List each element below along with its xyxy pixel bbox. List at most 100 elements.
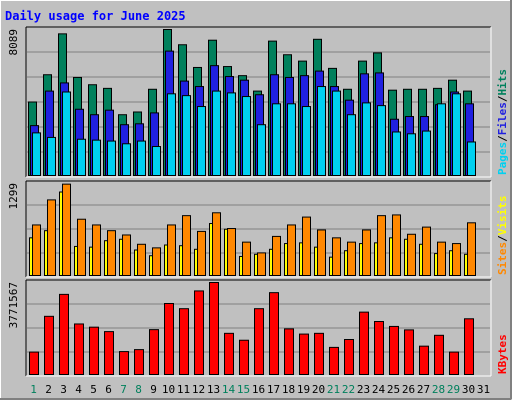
legend-sites: Sites (496, 242, 509, 275)
bar-sites-day-7 (122, 234, 131, 277)
x-tick-label-10: 10 (162, 383, 175, 396)
bar-sites-day-12 (197, 230, 206, 276)
bar-kbytes-day-15 (239, 339, 249, 376)
legend-visits: Visits (496, 196, 509, 236)
x-tick-label-6: 6 (105, 383, 112, 396)
bar-kbytes-day-11 (179, 308, 189, 376)
panel-middle: 1299 Sites/Visits (7, 180, 509, 278)
x-tick-label-1: 1 (30, 383, 37, 396)
bar-pages-day-20 (317, 86, 326, 176)
bar-kbytes-day-1 (29, 351, 39, 376)
x-tick-label-4: 4 (75, 383, 82, 396)
x-tick-label-22: 22 (342, 383, 355, 396)
bar-kbytes-day-18 (284, 328, 294, 375)
bar-kbytes-day-6 (104, 331, 114, 375)
x-axis-labels: 1 2 3 4 5 6 7 8 9 10 11 12 13 14 15 16 17 18 19 20 21 22 23 24 2… (30, 383, 490, 396)
bar-sites-day-3 (62, 183, 71, 277)
bar-pages-day-11 (182, 95, 191, 176)
legend-pages: Pages (496, 142, 509, 175)
bar-pages-day-1 (32, 132, 41, 176)
x-tick-label-20: 20 (312, 383, 325, 396)
bar-kbytes-day-27 (419, 345, 429, 376)
bar-kbytes-day-13 (209, 282, 219, 375)
x-tick-label-30: 30 (462, 383, 475, 396)
bar-sites-day-13 (212, 212, 221, 276)
bar-kbytes-day-28 (434, 334, 444, 376)
x-tick-label-28: 28 (432, 383, 445, 396)
bar-sites-day-25 (392, 214, 401, 277)
bar-sites-day-9 (152, 247, 161, 276)
bar-pages-day-8 (137, 140, 146, 176)
x-tick-label-21: 21 (327, 383, 340, 396)
bar-sites-day-28 (437, 241, 446, 276)
bar-sites-day-23 (362, 229, 371, 276)
bar-pages-day-19 (302, 106, 311, 176)
bar-sites-day-8 (137, 243, 146, 277)
bar-sites-day-30 (467, 222, 476, 277)
panel-top: 8089 Pages/Files/Hits (7, 26, 509, 178)
bar-kbytes-day-10 (164, 302, 174, 376)
bar-kbytes-day-12 (194, 290, 204, 375)
bar-sites-day-17 (272, 235, 281, 277)
bar-sites-day-26 (407, 233, 416, 276)
legend-kbytes: KBytes (496, 334, 509, 374)
bar-kbytes-day-2 (44, 315, 54, 375)
x-tick-label-29: 29 (447, 383, 460, 396)
legend-files: Files (496, 102, 509, 135)
bar-sites-day-10 (167, 224, 176, 276)
bar-kbytes-day-20 (314, 332, 324, 375)
bar-pages-day-15 (242, 96, 251, 176)
chart-panels: 8089 Pages/Files/Hits 1299Sites/Visits3771… (7, 26, 509, 377)
bar-kbytes-day-22 (344, 338, 354, 376)
bar-sites-day-11 (182, 215, 191, 276)
bar-pages-day-23 (362, 102, 371, 176)
bar-sites-day-22 (347, 241, 356, 276)
bar-kbytes-day-29 (449, 351, 459, 376)
bar-sites-day-21 (332, 237, 341, 276)
x-tick-label-3: 3 (60, 383, 67, 396)
bar-kbytes-day-25 (389, 325, 399, 375)
bar-kbytes-day-3 (59, 293, 69, 376)
bar-pages-day-26 (407, 133, 416, 176)
x-tick-label-9: 9 (150, 383, 157, 396)
bar-pages-day-13 (212, 90, 221, 176)
bar-sites-day-15 (242, 241, 251, 276)
x-tick-label-23: 23 (357, 383, 370, 396)
bar-kbytes-day-8 (134, 349, 144, 376)
panel-bottom-legend: KBytes (496, 334, 509, 374)
panel-top-ymax-label: 8089 (7, 29, 20, 56)
bar-pages-day-14 (227, 92, 236, 176)
x-tick-label-16: 16 (252, 383, 265, 396)
x-tick-label-14: 14 (222, 383, 236, 396)
bar-kbytes-day-9 (149, 329, 159, 375)
x-tick-label-7: 7 (120, 383, 127, 396)
x-tick-label-15: 15 (237, 383, 250, 396)
panel-bottom: 3771567 KBytes (7, 279, 509, 377)
bar-kbytes-day-23 (359, 311, 369, 375)
bar-kbytes-day-17 (269, 292, 279, 375)
panel-top-legend: Pages/Files/Hits (496, 69, 509, 175)
x-tick-label-25: 25 (387, 383, 400, 396)
x-tick-label-19: 19 (297, 383, 310, 396)
bar-pages-day-22 (347, 114, 356, 176)
bar-kbytes-day-4 (74, 323, 84, 375)
bar-kbytes-day-21 (329, 346, 339, 376)
bar-pages-day-29 (452, 93, 461, 176)
bar-kbytes-day-16 (254, 308, 264, 376)
bar-sites-day-27 (422, 226, 431, 277)
bar-pages-day-4 (77, 138, 86, 176)
legend-hits: Hits (496, 69, 509, 96)
bar-kbytes-day-14 (224, 332, 234, 375)
bar-pages-day-6 (107, 140, 116, 176)
bar-sites-day-18 (287, 224, 296, 276)
bar-pages-day-27 (422, 130, 431, 176)
x-tick-label-24: 24 (372, 383, 386, 396)
bar-kbytes-day-19 (299, 333, 309, 375)
x-tick-label-12: 12 (192, 383, 205, 396)
bar-pages-day-7 (122, 143, 131, 176)
bar-sites-day-19 (302, 216, 311, 276)
bar-sites-day-14 (227, 228, 236, 276)
bar-pages-day-30 (467, 141, 476, 177)
